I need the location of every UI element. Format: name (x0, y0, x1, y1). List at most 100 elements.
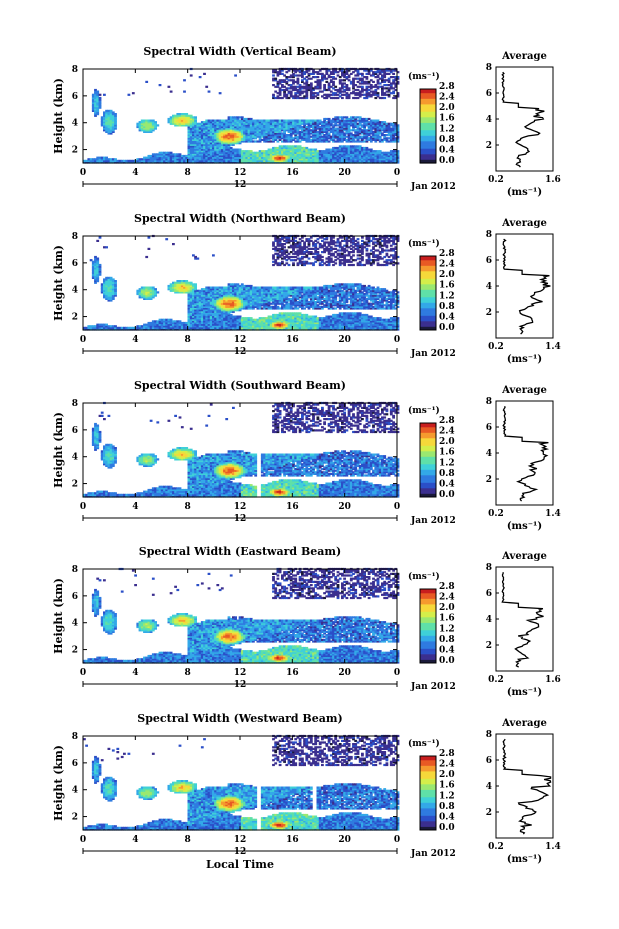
heatmap-cell (114, 113, 117, 115)
heatmap-cell (183, 79, 186, 81)
heatmap-cell (205, 86, 208, 88)
heatmap-cell (156, 124, 159, 126)
x-tick-label: 0 (80, 168, 86, 178)
x-tick-label: 0 (394, 168, 400, 178)
heatmap-cell (165, 238, 168, 240)
heatmap-cell (159, 84, 162, 86)
heatmap-cell (317, 76, 320, 78)
heatmap-cell (212, 254, 215, 256)
colorbar-tick-label: 2.0 (439, 103, 455, 113)
heatmap-cell (145, 256, 148, 258)
heatmap-cell (272, 94, 275, 96)
heatmap-cell (194, 116, 197, 118)
heatmap-cell (203, 73, 206, 75)
heatmap-cell (194, 283, 197, 285)
heatmap-cell (148, 248, 151, 250)
heatmap-cell (183, 91, 186, 93)
chart-panel: Spectral Width (Northward Beam)2468Heigh… (52, 212, 561, 365)
colorbar-tick-label: 2.4 (439, 93, 455, 103)
heatmap-cell (372, 81, 375, 83)
heatmap-cell (274, 78, 277, 80)
heatmap-cell (281, 261, 284, 263)
heatmap-cell (334, 86, 337, 88)
average-y-tick-label: 8 (486, 63, 492, 73)
heatmap-cell (96, 91, 99, 93)
average-y-tick-label: 2 (486, 141, 492, 151)
colorbar-tick-label: 0.4 (439, 145, 455, 155)
x-tick-label: 8 (185, 168, 191, 178)
heatmap-cell (99, 264, 102, 266)
x-tick-label: 4 (132, 168, 138, 178)
heatmap-cell (154, 288, 157, 290)
heatmap-cell (234, 74, 237, 76)
heatmap-cell (317, 97, 320, 99)
average-y-tick-label: 4 (486, 115, 492, 125)
average-title: Average (501, 51, 547, 62)
y-tick-label: 8 (72, 65, 78, 75)
heatmap-cells (83, 235, 399, 331)
heatmap-cell (196, 258, 199, 260)
heatmap-cell (96, 240, 99, 242)
date-center-label: 12 (234, 180, 247, 190)
heatmap-cell (154, 121, 157, 123)
heatmap-cell (392, 73, 395, 75)
average-profile-line (502, 72, 544, 167)
x-tick-label: 20 (338, 168, 351, 178)
heatmap-cell (105, 246, 108, 248)
average-x-tick-label: 1.6 (545, 175, 561, 185)
heatmap-cell (383, 97, 386, 99)
heatmap-cell (168, 86, 171, 88)
chart-panel: Spectral Width (Vertical Beam) 2 4 6 8 Height… (52, 45, 561, 198)
heatmap-cell (272, 74, 275, 76)
heatmap-cell (156, 291, 159, 293)
date-label: Jan 2012 (410, 182, 456, 192)
heatmap-cell (114, 280, 117, 282)
figure-canvas: Spectral Width (Vertical Beam) 2 4 6 8 Height… (0, 0, 619, 929)
heatmap-cell (366, 76, 369, 78)
colorbar-unit: (ms⁻¹) (408, 71, 440, 82)
average-x-tick-label: 0.2 (488, 175, 504, 185)
heatmap-cell (99, 94, 102, 96)
colorbar-tick-label: 0.8 (439, 135, 455, 145)
heatmap-cell (103, 94, 106, 96)
heatmap-cell (96, 258, 99, 260)
heatmap-cell (323, 84, 326, 86)
colorbar-tick-label: 2.8 (439, 82, 455, 92)
average-unit: (ms⁻¹) (507, 187, 542, 198)
x-tick-label: 16 (286, 168, 299, 178)
y-tick-label: 2 (72, 146, 78, 156)
heatmap-cell (190, 74, 193, 76)
heatmap-cell (332, 81, 335, 83)
chart-title: Spectral Width (Northward Beam) (134, 212, 346, 225)
heatmap-cell (99, 97, 102, 99)
colorbar-tick-label: 1.2 (439, 124, 455, 134)
heatmap-cell (199, 76, 202, 78)
colorbar-tick-label: 1.6 (439, 114, 455, 124)
heatmap-cell (297, 78, 300, 80)
colorbar: (ms⁻¹)0.00.40.81.21.62.02.42.8 (408, 71, 455, 166)
heatmap-cell (341, 97, 344, 99)
y-tick-label: 6 (72, 92, 78, 102)
heatmap-cell (99, 237, 102, 239)
heatmap-cell (172, 243, 175, 245)
average-y-tick-label: 6 (486, 89, 492, 99)
x-tick-label: 12 (234, 168, 247, 178)
y-axis-label: Height (km) (52, 78, 65, 154)
heatmap-cell (346, 84, 349, 86)
heatmap-cell (334, 78, 337, 80)
heatmap-cell (377, 92, 380, 94)
heatmap-cell (145, 81, 148, 83)
heatmap-cell (132, 92, 135, 94)
average-frame (496, 67, 553, 171)
heatmap-cell (170, 91, 173, 93)
heatmap-cell (128, 94, 131, 96)
average-panel: Average 2 4 6 8 0.2 1.6(ms⁻¹) (486, 51, 561, 198)
chart-title: Spectral Width (Vertical Beam) (143, 45, 336, 58)
heatmap-cell (208, 91, 211, 93)
heatmap-cell (148, 237, 151, 239)
heatmap-cell (219, 92, 222, 94)
heatmap-cell (310, 82, 313, 84)
heatmap-cell (361, 73, 364, 75)
heatmap-cell (361, 86, 364, 88)
heatmap-cell (348, 87, 351, 89)
